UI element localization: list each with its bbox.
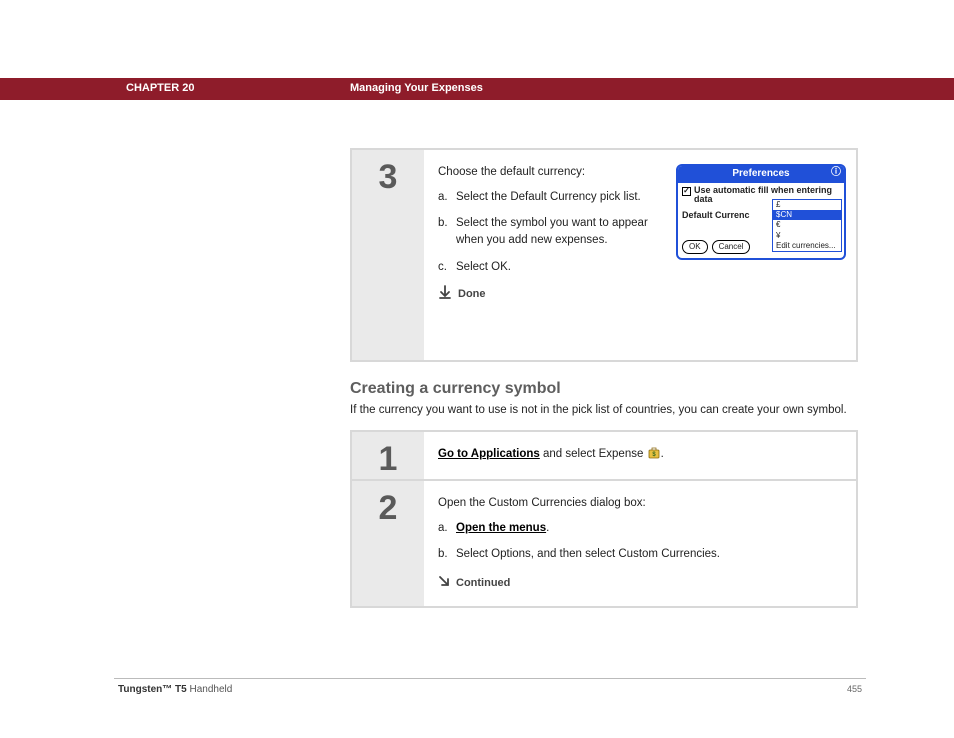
chapter-title: Managing Your Expenses — [350, 82, 483, 94]
step-1-2-card: 1 Go to Applications and select Expense … — [350, 430, 858, 608]
step-number-3: 3 — [352, 150, 424, 360]
step-number-2: 2 — [352, 481, 424, 606]
continued-label: Continued — [456, 576, 510, 592]
done-label: Done — [458, 287, 486, 303]
step-1-period: . — [661, 448, 664, 460]
list-text: Select Options, and then select Custom C… — [456, 548, 720, 560]
ok-button[interactable]: OK — [682, 240, 708, 254]
list-suffix: . — [546, 522, 549, 534]
open-the-menus-link[interactable]: Open the menus — [456, 522, 546, 534]
section-heading: Creating a currency symbol — [350, 380, 858, 398]
continued-arrow-icon — [438, 575, 450, 592]
currency-option[interactable]: £ — [773, 200, 841, 210]
list-letter: a. — [438, 189, 448, 206]
header-bar: CHAPTER 20 Managing Your Expenses — [0, 78, 954, 100]
footer-divider — [114, 678, 866, 679]
list-letter: b. — [438, 215, 448, 232]
step-2-intro: Open the Custom Currencies dialog box: — [438, 495, 842, 512]
done-arrow-icon — [438, 285, 452, 305]
step-2-item-a: a. Open the menus. — [438, 520, 842, 537]
list-letter: b. — [438, 546, 448, 563]
expense-app-icon: $ — [647, 447, 661, 461]
footer-product-bold: Tungsten™ T5 — [118, 684, 187, 695]
checkbox-icon[interactable]: ✓ — [682, 187, 691, 196]
currency-dropdown[interactable]: £ $CN € ¥ Edit currencies... — [772, 199, 842, 253]
preferences-dialog: Preferences ⓘ ✓ Use automatic fill when … — [676, 164, 846, 260]
currency-option[interactable]: Edit currencies... — [773, 241, 841, 251]
currency-option[interactable]: € — [773, 220, 841, 230]
default-currency-label: Default Currenc — [682, 209, 750, 222]
done-row: Done — [438, 285, 666, 305]
currency-option[interactable]: ¥ — [773, 231, 841, 241]
footer-product-rest: Handheld — [187, 684, 233, 695]
step-2-content: Open the Custom Currencies dialog box: a… — [424, 481, 856, 606]
step-3-item-b: b. Select the symbol you want to appear … — [438, 215, 666, 248]
step-1-content: Go to Applications and select Expense $. — [424, 432, 856, 479]
step-2-item-b: b. Select Options, and then select Custo… — [438, 546, 842, 563]
content-area: 3 Choose the default currency: a. Select… — [350, 148, 858, 626]
chapter-label: CHAPTER 20 — [126, 82, 194, 94]
cancel-button[interactable]: Cancel — [712, 240, 751, 254]
step-1-after: and select Expense — [540, 448, 647, 460]
go-to-applications-link[interactable]: Go to Applications — [438, 448, 540, 460]
step-3-card: 3 Choose the default currency: a. Select… — [350, 148, 858, 362]
step-3-item-c: c. Select OK. — [438, 259, 666, 276]
preferences-title-bar: Preferences ⓘ — [678, 166, 844, 183]
currency-option-selected[interactable]: $CN — [773, 210, 841, 220]
footer-page-number: 455 — [847, 684, 862, 694]
list-text: Select OK. — [456, 261, 511, 273]
preferences-body: ✓ Use automatic fill when entering data … — [678, 183, 844, 258]
list-text: Select the Default Currency pick list. — [456, 191, 641, 203]
info-icon[interactable]: ⓘ — [831, 166, 841, 181]
list-text: Select the symbol you want to appear whe… — [456, 217, 648, 246]
step-3-intro: Choose the default currency: — [438, 164, 666, 181]
continued-row: Continued — [438, 575, 842, 592]
step-number-1: 1 — [352, 432, 424, 479]
step-2-list: a. Open the menus. b. Select Options, an… — [438, 520, 842, 563]
preferences-title: Preferences — [732, 168, 789, 179]
section-intro: If the currency you want to use is not i… — [350, 404, 858, 416]
step-3-list: a. Select the Default Currency pick list… — [438, 189, 666, 276]
step-3-item-a: a. Select the Default Currency pick list… — [438, 189, 666, 206]
list-letter: c. — [438, 259, 447, 276]
list-letter: a. — [438, 520, 448, 537]
footer-product: Tungsten™ T5 Handheld — [118, 684, 232, 695]
step-3-content: Choose the default currency: a. Select t… — [424, 150, 856, 360]
